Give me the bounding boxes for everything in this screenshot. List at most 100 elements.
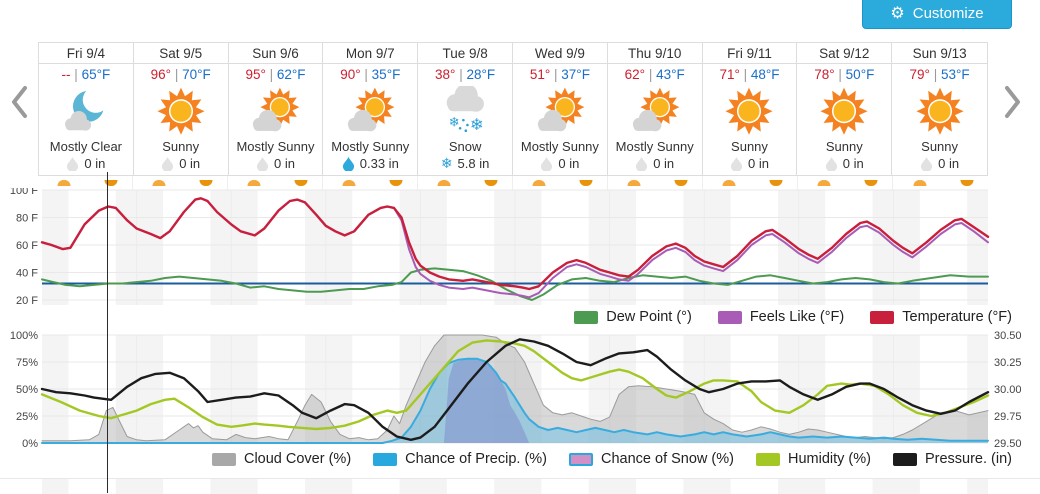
legend-item: Dew Point (°) xyxy=(574,309,692,325)
day-cell-6[interactable]: Wed 9/9 51° | 37°F Mostly Sunny 0 in xyxy=(513,43,608,175)
day-cell-2[interactable]: Sat 9/5 96° | 70°F Sunny 0 in xyxy=(133,43,229,175)
day-precip: 0 in xyxy=(635,155,674,172)
legend-swatch-icon xyxy=(211,452,236,466)
chevron-left-icon[interactable] xyxy=(8,84,34,120)
legend-label: Temperature (°F) xyxy=(902,309,1012,325)
svg-text:20 F: 20 F xyxy=(16,295,38,307)
temp-separator: | xyxy=(171,67,183,82)
sun-cloud-icon xyxy=(348,87,395,132)
day-condition: Sunny xyxy=(162,139,200,154)
low-temp: 50°F xyxy=(845,67,875,82)
next-panel-strip xyxy=(0,478,1040,494)
legend-label: Feels Like (°F) xyxy=(749,309,845,325)
day-cell-10[interactable]: Sun 9/13 79° | 53°F Sunny 0 in xyxy=(892,43,987,175)
precip-amount: 0 in xyxy=(274,156,295,171)
high-temp: 79° xyxy=(909,67,930,82)
sunrise-icon xyxy=(437,180,451,186)
weather-icon-wrap xyxy=(818,85,870,139)
low-temp: 37°F xyxy=(561,67,590,82)
sun-cell xyxy=(703,176,798,190)
svg-text:29.50: 29.50 xyxy=(994,438,1022,448)
day-temps: 62° | 43°F xyxy=(625,64,685,85)
svg-text:100%: 100% xyxy=(10,330,38,342)
day-precip: 0 in xyxy=(256,155,295,172)
weather-icon-wrap xyxy=(914,85,966,139)
sun-cell xyxy=(893,176,988,190)
day-name: Wed 9/9 xyxy=(513,43,607,64)
sunrise-icon xyxy=(532,180,546,186)
low-temp: 70°F xyxy=(182,67,211,82)
day-condition: Sunny xyxy=(921,139,959,154)
svg-text:0%: 0% xyxy=(22,438,38,448)
legend-item: Feels Like (°F) xyxy=(717,309,845,325)
svg-text:25%: 25% xyxy=(16,411,38,423)
legend-label: Humidity (%) xyxy=(787,451,871,467)
day-temps: 78° | 50°F xyxy=(814,64,874,85)
high-temp: 78° xyxy=(814,67,835,82)
precip-amount: 0.33 in xyxy=(359,156,399,171)
temp-separator: | xyxy=(739,67,751,82)
svg-text:75%: 75% xyxy=(16,357,38,369)
day-temps: 51° | 37°F xyxy=(530,64,590,85)
sunset-icon xyxy=(104,180,118,186)
day-temps: 90° | 35°F xyxy=(340,64,400,85)
day-cell-3[interactable]: Sun 9/6 95° | 62°F Mostly Sunny 0 in xyxy=(228,43,324,175)
low-temp: 65°F xyxy=(81,67,111,82)
temp-separator: | xyxy=(834,67,846,82)
day-condition: Snow xyxy=(448,139,482,154)
weather-icon-wrap xyxy=(534,85,586,139)
day-name: Fri 9/4 xyxy=(39,43,133,64)
day-temps: 96° | 70°F xyxy=(151,64,211,85)
sunny-icon xyxy=(157,87,205,135)
sunrise-icon xyxy=(342,180,356,186)
precip-pressure-chart[interactable]: 100% 30.50 75% 30.25 50% 30.00 25% 29.75 0% 29.50 xyxy=(0,326,1040,448)
day-temps: 95° | 62°F xyxy=(245,64,305,85)
low-temp: 28°F xyxy=(466,67,496,82)
current-time-line xyxy=(107,172,108,493)
raindrop-gray-icon xyxy=(636,157,648,171)
customize-button[interactable]: ⚙ Customize xyxy=(862,0,1012,29)
sun-cell xyxy=(513,176,608,190)
day-precip: 0 in xyxy=(920,155,959,172)
legend-item: Cloud Cover (%) xyxy=(211,451,351,467)
temperature-chart-legend: Dew Point (°) Feels Like (°F) Temperature … xyxy=(574,309,1012,325)
day-condition: Mostly Clear xyxy=(49,139,123,154)
weather-icon-wrap xyxy=(249,85,301,139)
sunset-icon xyxy=(674,180,688,186)
sun-cell xyxy=(133,176,228,190)
high-temp: -- xyxy=(61,67,71,82)
legend-label: Dew Point (°) xyxy=(606,309,692,325)
sunset-icon xyxy=(769,180,783,186)
chevron-right-icon[interactable] xyxy=(998,84,1024,120)
raindrop-gray-icon xyxy=(921,157,933,171)
day-cell-4[interactable]: Mon 9/7 90° | 35°F Mostly Sunny 0.33 in xyxy=(323,43,419,175)
high-temp: 62° xyxy=(624,67,646,82)
sunset-icon xyxy=(294,180,308,186)
weather-icon-wrap xyxy=(60,85,112,139)
day-name: Mon 9/7 xyxy=(323,43,418,64)
sunset-icon xyxy=(960,180,974,186)
sunny-icon xyxy=(820,87,868,135)
day-cell-7[interactable]: Thu 9/10 62° | 43°F Mostly Sunny 0 in xyxy=(607,43,703,175)
day-cell-5[interactable]: Tue 9/8 38° | 28°F ❄ ❄ Snow ❄ 5.8 in xyxy=(418,43,513,175)
sun-cell xyxy=(228,176,323,190)
day-cell-8[interactable]: Fri 9/11 71° | 48°F Sunny 0 in xyxy=(702,43,798,175)
sunrise-sunset-row xyxy=(38,176,988,190)
precip-amount: 0 in xyxy=(84,156,106,171)
high-temp: 96° xyxy=(150,67,172,82)
day-precip: 0 in xyxy=(825,155,864,172)
day-name: Tue 9/8 xyxy=(418,43,512,64)
sunset-icon xyxy=(864,180,878,186)
customize-label: Customize xyxy=(912,5,984,22)
legend-swatch-icon xyxy=(755,452,780,466)
weather-icon-wrap xyxy=(344,85,396,139)
temp-separator: | xyxy=(645,67,657,82)
raindrop-gray-icon xyxy=(730,157,743,171)
high-temp: 95° xyxy=(245,67,266,82)
day-cell-1[interactable]: Fri 9/4 -- | 65°F Mostly Clear 0 in xyxy=(39,43,134,175)
day-cell-9[interactable]: Sat 9/12 78° | 50°F Sunny 0 in xyxy=(797,43,893,175)
sunny-icon xyxy=(916,87,964,135)
svg-text:❄: ❄ xyxy=(449,115,460,130)
temperature-chart[interactable]: 100 F 80 F 60 F 40 F 20 F xyxy=(0,188,1040,308)
